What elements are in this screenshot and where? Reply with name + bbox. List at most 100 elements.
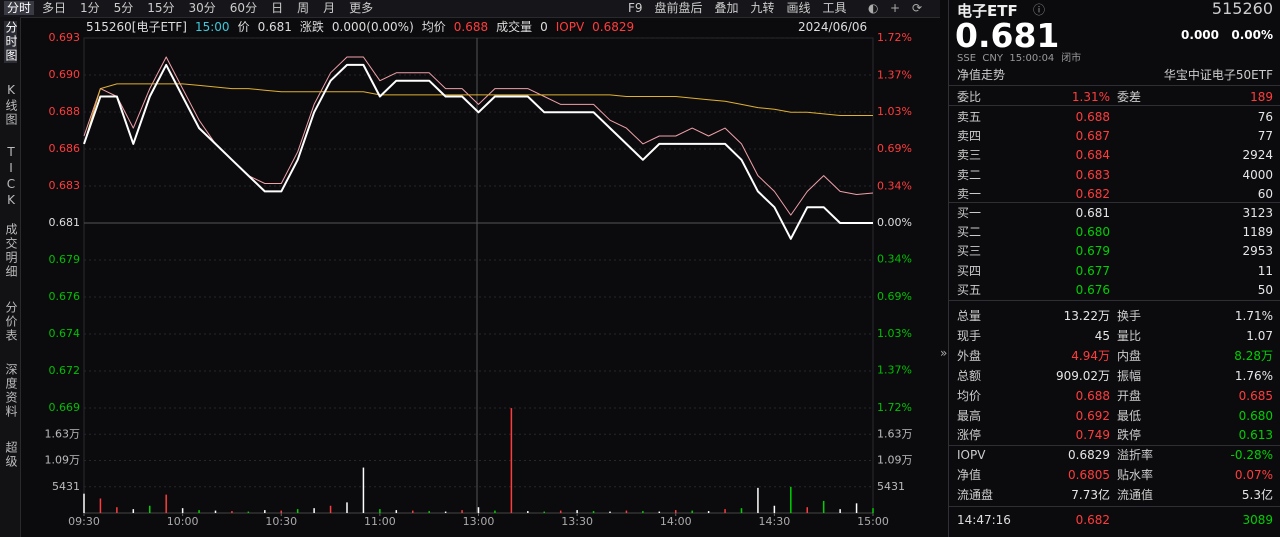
series-line <box>83 63 873 240</box>
stat-value: 0.692 <box>1075 408 1110 423</box>
y-tick-label: 0.679 <box>49 253 81 266</box>
stat-value: 0.685 <box>1238 388 1273 403</box>
volume-bar <box>494 510 496 513</box>
book-label: 卖三 <box>957 148 982 163</box>
y2-tick-label: 1.03% <box>877 327 912 340</box>
quote-change: 0.000 <box>1181 28 1219 42</box>
header-code: 515260[电子ETF] <box>86 20 187 34</box>
volume-bar <box>658 511 661 513</box>
y2-tick-label: 0.69% <box>877 290 912 303</box>
x-tick-label: 14:30 <box>759 515 791 528</box>
side-tab[interactable]: 成交明细 <box>4 223 18 279</box>
divider <box>949 300 1280 301</box>
volume-tick-label-right: 1.09万 <box>877 454 913 467</box>
stat-label: 溢折率 <box>1117 448 1154 463</box>
volume-tick-label: 5431 <box>52 480 80 493</box>
toolbar-tab[interactable]: 多日 <box>42 1 67 15</box>
book-price: 0.684 <box>1075 148 1110 163</box>
side-tab[interactable]: 深度资料 <box>4 363 18 419</box>
book-price: 0.680 <box>1075 225 1110 240</box>
y-tick-label: 0.688 <box>49 105 81 118</box>
stat-value: 0.6829 <box>1068 448 1110 463</box>
quote-meta: SSE <box>957 53 977 64</box>
stat-value: 909.02万 <box>1056 368 1110 383</box>
nav-link[interactable]: 净值走势 <box>957 68 1006 82</box>
volume-bar <box>264 510 266 513</box>
side-tab[interactable]: 分时图 <box>4 21 18 63</box>
order-ratio-label: 委比 <box>957 90 982 104</box>
volume-bar <box>477 507 480 513</box>
toolbar-tab[interactable]: 5分 <box>113 1 134 15</box>
volume-bar <box>149 505 151 513</box>
book-label: 买一 <box>957 206 982 220</box>
toolbar-icon[interactable]: ◐ <box>868 1 879 15</box>
series-line <box>83 83 873 145</box>
toolbar-icon[interactable]: + <box>890 1 901 15</box>
volume-bar <box>691 510 693 513</box>
y2-tick-label: 1.03% <box>877 105 912 118</box>
volume-bar <box>116 507 118 513</box>
volume-bar <box>790 486 792 513</box>
x-tick-label: 14:00 <box>660 515 692 528</box>
divider <box>949 506 1280 507</box>
x-tick-label: 09:30 <box>68 515 100 528</box>
divider <box>949 105 1280 106</box>
toolbar-icon[interactable]: ⟳ <box>912 1 923 15</box>
volume-bar <box>280 510 282 513</box>
plot-frame <box>83 37 874 514</box>
stat-label: 流通盘 <box>957 488 994 503</box>
volume-bar <box>296 509 299 513</box>
tick-price: 0.682 <box>1075 513 1110 527</box>
toolbar-tab[interactable]: 日 <box>271 1 284 15</box>
stat-label: 净值 <box>957 468 982 483</box>
book-label: 买五 <box>957 282 982 297</box>
toolbar-tool[interactable]: 盘前盘后 <box>654 1 703 15</box>
toolbar-tab[interactable]: 15分 <box>147 1 175 15</box>
stat-value: 0.680 <box>1238 408 1273 423</box>
side-tab[interactable]: 分价表 <box>4 301 18 343</box>
toolbar-tool[interactable]: 九转 <box>750 1 775 15</box>
toolbar-tool[interactable]: 画线 <box>786 1 811 15</box>
toolbar-tab[interactable]: 分时 <box>4 1 35 15</box>
volume-bar <box>576 510 578 513</box>
volume-bar <box>806 507 808 513</box>
stat-label: 总量 <box>957 309 982 323</box>
toolbar-tab[interactable]: 更多 <box>349 1 374 15</box>
header-date: 2024/06/06 <box>798 20 868 34</box>
volume-tick-label: 1.09万 <box>45 454 81 467</box>
stat-value: 13.22万 <box>1063 309 1110 323</box>
toolbar-tab[interactable]: 30分 <box>188 1 216 15</box>
side-tab[interactable]: TICK <box>4 145 18 209</box>
toolbar-tab[interactable]: 周 <box>297 1 310 15</box>
y-tick-label: 0.690 <box>49 68 81 81</box>
book-price: 0.679 <box>1075 244 1110 259</box>
collapse-arrow[interactable]: » <box>940 346 948 360</box>
toolbar-tab[interactable]: 1分 <box>80 1 100 15</box>
header-iopv: 0.6829 <box>592 20 635 34</box>
stat-label: IOPV <box>957 448 986 463</box>
side-tab[interactable]: 超级 <box>4 441 18 469</box>
volume-bar <box>412 510 414 513</box>
toolbar-tool[interactable]: 叠加 <box>714 1 739 15</box>
tick-time: 14:47:16 <box>957 513 1011 527</box>
toolbar-tool[interactable]: 工具 <box>822 1 847 15</box>
book-price: 0.688 <box>1075 110 1110 124</box>
stat-label: 振幅 <box>1117 368 1142 383</box>
volume-bar <box>444 511 447 513</box>
y-tick-label: 0.669 <box>49 401 81 414</box>
volume-bar <box>543 511 545 513</box>
toolbar-tab[interactable]: 月 <box>323 1 336 15</box>
stat-label: 现手 <box>957 328 982 343</box>
stat-value: 0.07% <box>1234 468 1273 483</box>
order-ratio-value: 1.31% <box>1071 90 1110 104</box>
side-tab[interactable]: K线图 <box>4 83 18 127</box>
book-volume: 11 <box>1257 263 1273 278</box>
book-volume: 1189 <box>1242 225 1273 240</box>
toolbar-tab[interactable]: 60分 <box>229 1 258 15</box>
volume-bar <box>707 511 710 513</box>
stat-value: 1.07 <box>1246 328 1273 343</box>
toolbar-tool[interactable]: F9 <box>628 1 643 15</box>
book-price: 0.681 <box>1075 206 1110 220</box>
header-price-label: 价 <box>237 20 250 34</box>
header-avg: 0.688 <box>453 20 489 34</box>
